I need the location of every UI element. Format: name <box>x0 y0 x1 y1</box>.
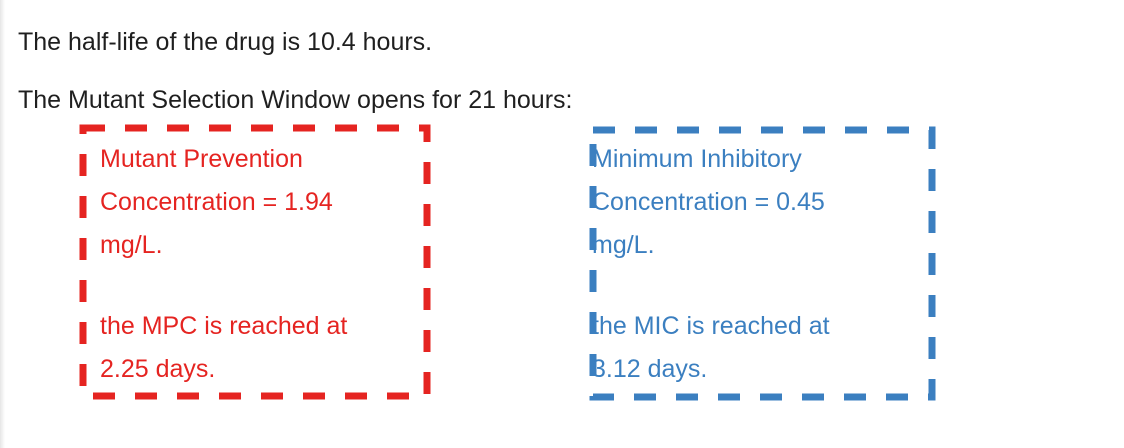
mpc-label-line1: Mutant Prevention <box>100 145 303 173</box>
mutant-selection-window-text: The Mutant Selection Window opens for 21… <box>18 86 573 114</box>
mic-label: Minimum Inhibitory Concentration = 0.45 … <box>592 138 892 267</box>
mic-label-line2: Concentration = 0.45 <box>592 188 825 216</box>
page-edge-shadow <box>0 0 5 448</box>
mic-reached-text: the MIC is reached at 3.12 days. <box>592 305 892 391</box>
half-life-text: The half-life of the drug is 10.4 hours. <box>18 28 433 56</box>
mic-reached-line2: 3.12 days. <box>592 355 708 383</box>
mic-label-line1: Minimum Inhibitory <box>592 145 802 173</box>
mpc-box: Mutant Prevention Concentration = 1.94 m… <box>79 124 431 400</box>
mic-reached-line1: the MIC is reached at <box>592 312 830 340</box>
mic-dashed-border <box>589 126 936 401</box>
mpc-label-line3: mg/L. <box>100 231 163 259</box>
mpc-label-line2: Concentration = 1.94 <box>100 188 333 216</box>
mic-label-line3: mg/L. <box>592 231 655 259</box>
mpc-label: Mutant Prevention Concentration = 1.94 m… <box>100 138 410 267</box>
mpc-reached-line1: the MPC is reached at <box>100 312 348 340</box>
mic-box: Minimum Inhibitory Concentration = 0.45 … <box>589 126 936 401</box>
mpc-reached-text: the MPC is reached at 2.25 days. <box>100 305 410 391</box>
mpc-dashed-border <box>79 124 431 400</box>
mpc-reached-line2: 2.25 days. <box>100 355 216 383</box>
